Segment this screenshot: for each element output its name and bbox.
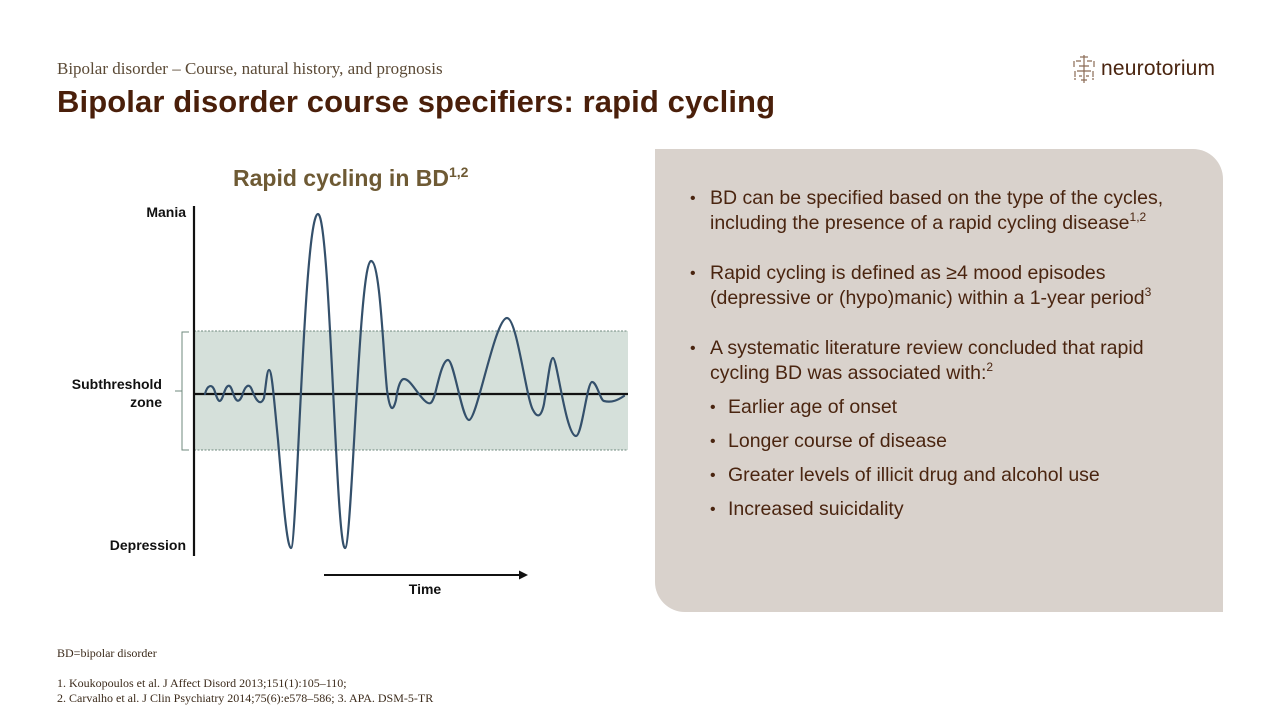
subthreshold-label-line1: Subthreshold: [71, 376, 162, 392]
arrow-head-icon: [519, 570, 528, 580]
figure-title-text: Rapid cycling in BD: [233, 165, 449, 191]
logo-text: neurotorium: [1101, 57, 1216, 80]
bullet-item: Rapid cycling is defined as ≥4 mood epis…: [690, 261, 1200, 311]
figure-title-citation: 1,2: [448, 164, 469, 180]
depression-label: Depression: [109, 537, 186, 553]
zone-bracket: [175, 331, 189, 451]
brand-logo: neurotorium: [1071, 53, 1215, 85]
neuron-tree-icon: [1073, 55, 1095, 83]
mood-curve: [203, 212, 626, 550]
rapid-cycling-diagram: [175, 206, 628, 580]
mania-label: Mania: [146, 204, 186, 220]
abbreviation-footnote: BD=bipolar disorder: [57, 646, 157, 660]
citation: 3: [1144, 285, 1152, 299]
section-label: Bipolar disorder – Course, natural histo…: [57, 59, 443, 78]
page-title: Bipolar disorder course specifiers: rapi…: [57, 84, 776, 119]
subthreshold-zone-label: Subthreshold zone: [40, 375, 162, 411]
figure-title: Rapid cycling in BD1,2: [233, 164, 468, 192]
references: 1. Koukopoulos et al. J Affect Disord 20…: [57, 676, 433, 706]
sub-bullet-list: Earlier age of onset Longer course of di…: [690, 395, 1200, 522]
citation: 2: [986, 360, 994, 374]
bullet-item: BD can be specified based on the type of…: [690, 186, 1200, 236]
sub-bullet-item: Increased suicidality: [690, 497, 1200, 522]
sub-bullet-item: Greater levels of illicit drug and alcoh…: [690, 463, 1200, 488]
bullet-text: Rapid cycling is defined as ≥4 mood epis…: [710, 262, 1145, 309]
time-label: Time: [408, 581, 442, 597]
sub-bullet-item: Longer course of disease: [690, 429, 1200, 454]
reference-item: 1. Koukopoulos et al. J Affect Disord 20…: [57, 676, 347, 690]
reference-item: 2. Carvalho et al. J Clin Psychiatry 201…: [57, 691, 434, 705]
bullet-item: A systematic literature review concluded…: [690, 336, 1200, 522]
bullet-list: BD can be specified based on the type of…: [690, 186, 1200, 531]
bullet-text: BD can be specified based on the type of…: [710, 187, 1164, 234]
bullet-text: A systematic literature review concluded…: [710, 337, 1144, 384]
citation: 1,2: [1129, 210, 1147, 224]
sub-bullet-item: Earlier age of onset: [690, 395, 1200, 420]
subthreshold-zone: [194, 331, 628, 450]
subthreshold-label-line2: zone: [130, 394, 162, 410]
